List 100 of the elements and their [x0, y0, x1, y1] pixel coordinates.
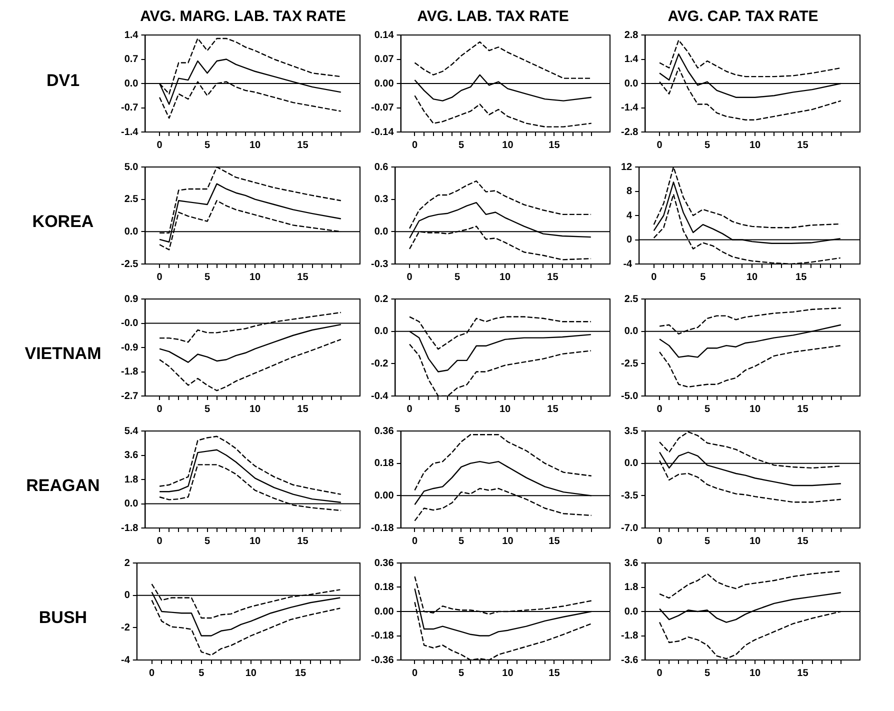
x-tick-label: 0 — [651, 272, 658, 283]
x-tick-label: 10 — [749, 668, 761, 679]
x-tick-label: 0 — [156, 404, 163, 415]
x-tick-label: 10 — [249, 272, 261, 283]
y-tick-label: 5.4 — [124, 426, 139, 437]
y-tick-label: -0.36 — [370, 654, 394, 666]
x-tick-label: 0 — [156, 140, 163, 151]
x-tick-label: 10 — [749, 404, 761, 415]
y-tick-label: -5.0 — [620, 390, 639, 402]
y-tick-label: 0 — [124, 590, 130, 602]
x-tick-label: 10 — [749, 536, 761, 547]
x-tick-label: 10 — [249, 140, 261, 151]
y-tick-label: -2.5 — [620, 358, 639, 370]
y-tick-label: 0.0 — [124, 498, 139, 510]
x-tick-label: 10 — [249, 404, 261, 415]
x-tick-label: 5 — [704, 668, 710, 679]
y-tick-label: -0.4 — [370, 390, 389, 402]
y-tick-label: 2.5 — [124, 194, 139, 206]
y-tick-label: -3.6 — [620, 654, 639, 666]
y-tick-label: 2.5 — [624, 294, 639, 305]
y-tick-label: -0.07 — [370, 102, 394, 114]
x-tick-label: 0 — [656, 404, 663, 415]
x-tick-label: 15 — [797, 140, 809, 151]
y-tick-label: 8 — [626, 186, 633, 197]
x-tick-label: 15 — [297, 272, 309, 283]
y-tick-label: -4 — [623, 258, 633, 270]
x-tick-label: 0 — [148, 668, 155, 679]
x-tick-label: 5 — [704, 536, 710, 547]
x-tick-label: 0 — [406, 272, 413, 283]
x-tick-label: 10 — [502, 668, 514, 679]
y-tick-label: 1.8 — [124, 474, 139, 486]
x-tick-label: 5 — [704, 404, 710, 415]
y-tick-label: -2.7 — [120, 390, 139, 402]
y-tick-label: 3.6 — [624, 558, 639, 569]
x-tick-label: 10 — [499, 272, 511, 283]
y-tick-label: -0.3 — [370, 258, 389, 270]
y-tick-label: 1.4 — [624, 54, 639, 65]
x-tick-label: 0 — [156, 272, 163, 283]
y-tick-label: -2.5 — [120, 258, 139, 270]
y-tick-label: 0.18 — [374, 582, 394, 593]
x-tick-label: 10 — [746, 272, 758, 283]
x-tick-label: 0 — [406, 404, 413, 415]
x-tick-label: 10 — [245, 668, 257, 679]
y-tick-label: -1.8 — [120, 366, 139, 378]
x-tick-label: 15 — [297, 404, 309, 415]
x-tick-label: 5 — [204, 272, 210, 283]
x-tick-label: 10 — [502, 536, 514, 547]
x-tick-label: 0 — [656, 536, 663, 547]
y-tick-label: 0.0 — [374, 226, 389, 238]
x-tick-label: 15 — [548, 668, 560, 679]
x-tick-label: 0 — [412, 140, 418, 151]
y-tick-label: -0.2 — [370, 358, 389, 370]
y-tick-label: 0.7 — [124, 54, 139, 65]
y-tick-label: 12 — [621, 162, 633, 173]
x-tick-label: 5 — [454, 404, 460, 415]
y-axis-title: VIETNAM — [24, 343, 102, 365]
x-tick-label: 5 — [458, 536, 464, 547]
x-tick-label: 5 — [458, 668, 464, 679]
y-tick-label: -1.4 — [120, 126, 139, 138]
y-tick-label: -4 — [120, 654, 130, 666]
y-tick-label: -1.8 — [120, 522, 139, 534]
y-tick-label: 0.0 — [624, 606, 639, 618]
y-tick-label: -0.0 — [120, 318, 139, 329]
y-axis-title: KOREA — [31, 211, 95, 233]
y-tick-label: -3.5 — [620, 490, 639, 502]
x-tick-label: 5 — [198, 668, 205, 679]
x-tick-label: 15 — [548, 536, 560, 547]
y-tick-label: 1.4 — [124, 30, 139, 41]
x-tick-label: 5 — [454, 272, 460, 283]
x-tick-label: 15 — [797, 668, 809, 679]
x-tick-label: 10 — [499, 404, 511, 415]
x-tick-label: 0 — [156, 536, 163, 547]
x-tick-label: 15 — [547, 272, 559, 283]
y-tick-label: 0.6 — [374, 162, 389, 173]
y-tick-label: 0.0 — [624, 458, 639, 470]
y-tick-label: 0.0 — [124, 78, 139, 90]
x-tick-label: 10 — [502, 140, 514, 151]
y-tick-label: 0.9 — [124, 294, 139, 305]
y-tick-label: -0.18 — [370, 522, 394, 534]
x-tick-label: 15 — [797, 404, 809, 415]
y-tick-label: -2.8 — [620, 126, 639, 138]
x-tick-label: 5 — [204, 404, 210, 415]
chart-title: AVG. MARG. LAB. TAX RATE — [139, 8, 347, 26]
x-tick-label: 15 — [797, 536, 809, 547]
y-axis-title: BUSH — [38, 607, 88, 629]
y-tick-label: 0.0 — [374, 326, 389, 338]
y-tick-label: -2 — [120, 622, 130, 634]
y-tick-label: -0.18 — [370, 630, 394, 642]
y-tick-label: 0.3 — [374, 194, 389, 206]
chart-title: AVG. LAB. TAX RATE — [416, 8, 570, 26]
y-tick-label: 2.8 — [624, 30, 639, 41]
y-tick-label: 2 — [124, 558, 130, 569]
x-tick-label: 5 — [204, 536, 210, 547]
y-tick-label: -1.4 — [620, 102, 639, 114]
y-tick-label: 3.5 — [624, 426, 639, 437]
chart-title: AVG. CAP. TAX RATE — [666, 8, 820, 26]
y-tick-label: 1.8 — [624, 582, 639, 593]
x-tick-label: 15 — [547, 404, 559, 415]
y-tick-label: -1.8 — [620, 630, 639, 642]
x-tick-label: 10 — [749, 140, 761, 151]
